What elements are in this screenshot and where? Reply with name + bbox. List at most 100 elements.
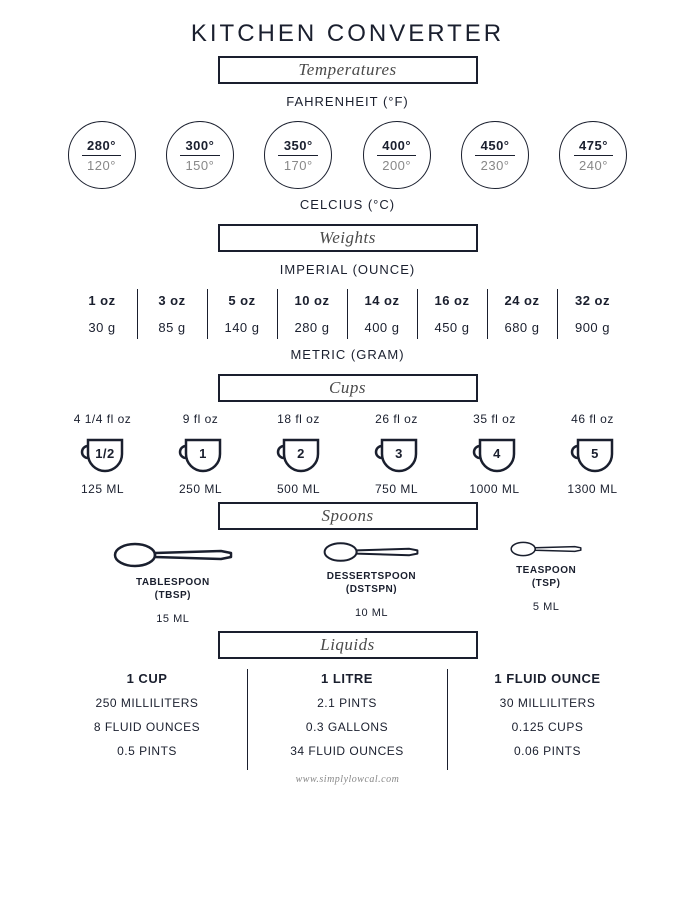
- weight-row: 1 oz 30 g3 oz 85 g5 oz 140 g10 oz 280 g14 oz…: [40, 289, 655, 339]
- liquids-row: 1 CUP250 MILLILITERS8 FLUID OUNCES0.5 PI…: [40, 669, 655, 770]
- label-metric: METRIC (GRAM): [40, 347, 655, 362]
- temp-celsius: 170°: [284, 156, 313, 173]
- section-header-spoons: Spoons: [218, 502, 478, 530]
- weight-gram: 450 g: [418, 320, 487, 335]
- liquid-line: 8 FLUID OUNCES: [58, 720, 237, 734]
- spoon-abbr: (DSTSPN): [323, 584, 419, 595]
- label-imperial: IMPERIAL (OUNCE): [40, 262, 655, 277]
- weight-oz: 14 oz: [348, 293, 417, 308]
- temp-celsius: 120°: [87, 156, 116, 173]
- liquid-line: 0.125 CUPS: [458, 720, 638, 734]
- cup-icon: 3: [368, 434, 426, 474]
- temp-celsius: 230°: [481, 156, 510, 173]
- cup-icon: 5: [564, 434, 622, 474]
- liquid-column: 1 CUP250 MILLILITERS8 FLUID OUNCES0.5 PI…: [48, 669, 248, 770]
- temp-celsius: 200°: [382, 156, 411, 173]
- spoon-abbr: (TBSP): [113, 590, 233, 601]
- weight-oz: 3 oz: [138, 293, 207, 308]
- temperature-circle: 300°150°: [166, 121, 234, 189]
- cup-column: 35 fl oz 4 1000 ML: [450, 412, 540, 496]
- footer-url: www.simplylowcal.com: [40, 774, 655, 785]
- spoon-ml: 15 ML: [113, 613, 233, 625]
- spoon-name: TEASPOON: [510, 565, 582, 576]
- weight-column: 1 oz 30 g: [68, 289, 138, 339]
- spoon-icon: [323, 540, 419, 564]
- temp-fahrenheit: 400°: [377, 138, 417, 156]
- liquid-column: 1 FLUID OUNCE 30 MILLILITERS 0.125 CUPS 0.0…: [448, 669, 648, 770]
- cup-floz: 18 fl oz: [254, 412, 344, 426]
- cup-icon: 1: [172, 434, 230, 474]
- liquid-line: 2.1 PINTS: [258, 696, 437, 710]
- weight-column: 10 oz 280 g: [278, 289, 348, 339]
- liquid-title: 1 CUP: [58, 671, 237, 686]
- weight-column: 32 oz 900 g: [558, 289, 628, 339]
- spoon-name: DESSERTSPOON: [323, 571, 419, 582]
- temp-fahrenheit: 300°: [180, 138, 220, 156]
- temp-fahrenheit: 475°: [574, 138, 614, 156]
- svg-text:5: 5: [591, 446, 599, 461]
- weight-gram: 85 g: [138, 320, 207, 335]
- weight-gram: 280 g: [278, 320, 347, 335]
- weight-gram: 680 g: [488, 320, 557, 335]
- section-header-weights: Weights: [218, 224, 478, 252]
- spoon-ml: 5 ML: [510, 601, 582, 613]
- cup-floz: 46 fl oz: [548, 412, 638, 426]
- weight-oz: 24 oz: [488, 293, 557, 308]
- page-title: KITCHEN CONVERTER: [40, 20, 655, 48]
- liquid-line: 30 MILLILITERS: [458, 696, 638, 710]
- svg-text:1/2: 1/2: [95, 446, 115, 461]
- weight-gram: 30 g: [68, 320, 137, 335]
- weight-gram: 900 g: [558, 320, 628, 335]
- liquid-line: 0.06 PINTS: [458, 744, 638, 758]
- cup-column: 46 fl oz 5 1300 ML: [548, 412, 638, 496]
- weight-oz: 10 oz: [278, 293, 347, 308]
- weight-oz: 32 oz: [558, 293, 628, 308]
- liquid-line: 0.5 PINTS: [58, 744, 237, 758]
- weight-column: 5 oz 140 g: [208, 289, 278, 339]
- temperature-circle: 450°230°: [461, 121, 529, 189]
- cup-column: 9 fl oz 1 250 ML: [156, 412, 246, 496]
- temperature-circle: 280°120°: [68, 121, 136, 189]
- section-header-cups: Cups: [218, 374, 478, 402]
- cup-icon: 4: [466, 434, 524, 474]
- cup-ml: 1300 ML: [548, 482, 638, 496]
- weight-oz: 1 oz: [68, 293, 137, 308]
- temp-celsius: 150°: [185, 156, 214, 173]
- liquid-column: 1 LITRE 2.1 PINTS 0.3 GALLONS 34 FLUID OUNC…: [248, 669, 448, 770]
- svg-text:2: 2: [297, 446, 305, 461]
- spoon-column: TEASPOON (TSP) 5 ML: [510, 540, 582, 625]
- label-celsius: CELCIUS (°C): [40, 197, 655, 212]
- weight-gram: 140 g: [208, 320, 277, 335]
- cup-icon: 1/2: [74, 434, 132, 474]
- cups-row: 4 1/4 fl oz 1/2 125 ML9 fl oz 1 250 ML 18…: [58, 412, 638, 496]
- section-header-liquids: Liquids: [218, 631, 478, 659]
- liquid-line: 0.3 GALLONS: [258, 720, 437, 734]
- temperature-circle: 350°170°: [264, 121, 332, 189]
- liquid-line: 34 FLUID OUNCES: [258, 744, 437, 758]
- temp-celsius: 240°: [579, 156, 608, 173]
- cup-icon: 2: [270, 434, 328, 474]
- cup-ml: 125 ML: [58, 482, 148, 496]
- temp-fahrenheit: 450°: [475, 138, 515, 156]
- weight-column: 24 oz 680 g: [488, 289, 558, 339]
- temp-fahrenheit: 350°: [278, 138, 318, 156]
- spoon-icon: [510, 540, 582, 558]
- liquid-title: 1 FLUID OUNCE: [458, 671, 638, 686]
- spoon-column: DESSERTSPOON (DSTSPN) 10 ML: [323, 540, 419, 625]
- spoon-ml: 10 ML: [323, 607, 419, 619]
- liquid-title: 1 LITRE: [258, 671, 437, 686]
- weight-oz: 16 oz: [418, 293, 487, 308]
- cup-floz: 9 fl oz: [156, 412, 246, 426]
- cup-column: 4 1/4 fl oz 1/2 125 ML: [58, 412, 148, 496]
- cup-ml: 750 ML: [352, 482, 442, 496]
- weight-gram: 400 g: [348, 320, 417, 335]
- spoon-column: TABLESPOON (TBSP) 15 ML: [113, 540, 233, 625]
- svg-text:1: 1: [199, 446, 207, 461]
- weight-oz: 5 oz: [208, 293, 277, 308]
- svg-text:4: 4: [493, 446, 501, 461]
- cup-column: 26 fl oz 3 750 ML: [352, 412, 442, 496]
- cup-floz: 35 fl oz: [450, 412, 540, 426]
- cup-ml: 500 ML: [254, 482, 344, 496]
- label-fahrenheit: FAHRENHEIT (°F): [40, 94, 655, 109]
- temperature-circle: 475°240°: [559, 121, 627, 189]
